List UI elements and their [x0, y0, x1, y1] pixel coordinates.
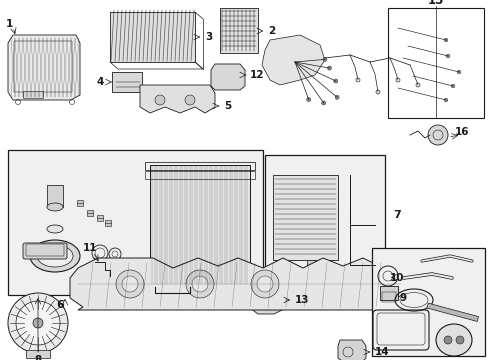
Bar: [379, 286, 397, 300]
Text: 1: 1: [5, 19, 13, 29]
Bar: [272, 175, 337, 260]
Text: 8: 8: [34, 355, 41, 360]
Circle shape: [443, 38, 447, 42]
Circle shape: [116, 270, 143, 298]
Circle shape: [185, 270, 214, 298]
Ellipse shape: [47, 203, 63, 211]
Text: 7: 7: [392, 210, 400, 220]
Bar: [381, 292, 395, 302]
Ellipse shape: [37, 245, 73, 267]
Circle shape: [322, 57, 326, 62]
Bar: [14, 41, 72, 92]
Circle shape: [333, 79, 337, 83]
Bar: [426, 303, 478, 321]
Polygon shape: [337, 340, 365, 360]
Text: 13: 13: [294, 295, 309, 305]
Circle shape: [122, 276, 138, 292]
Text: 11: 11: [82, 243, 97, 253]
Circle shape: [455, 336, 463, 344]
Text: 14: 14: [374, 347, 389, 357]
Circle shape: [334, 95, 339, 99]
Bar: [105, 220, 111, 226]
Circle shape: [8, 293, 68, 353]
Bar: [387, 8, 483, 118]
Bar: [97, 215, 103, 221]
Circle shape: [327, 66, 331, 70]
Bar: [77, 200, 83, 206]
Polygon shape: [140, 85, 215, 113]
Bar: [23, 91, 43, 98]
Bar: [264, 155, 384, 275]
Bar: [26, 350, 50, 358]
Polygon shape: [70, 258, 400, 310]
Circle shape: [306, 98, 310, 102]
Circle shape: [257, 276, 272, 292]
Text: 4: 4: [97, 77, 104, 87]
Text: 10: 10: [389, 273, 404, 283]
Bar: [306, 260, 314, 278]
Circle shape: [450, 84, 454, 88]
Circle shape: [33, 318, 43, 328]
Circle shape: [321, 101, 325, 105]
Bar: [145, 162, 254, 170]
Text: 9: 9: [399, 293, 407, 303]
Circle shape: [427, 125, 447, 145]
Ellipse shape: [47, 225, 63, 233]
Circle shape: [192, 276, 207, 292]
Bar: [281, 260, 288, 278]
Bar: [87, 210, 93, 216]
Bar: [220, 8, 258, 53]
Circle shape: [16, 301, 60, 345]
Circle shape: [445, 54, 449, 58]
Text: 6: 6: [56, 300, 64, 310]
Bar: [150, 165, 249, 285]
Ellipse shape: [435, 324, 471, 356]
Text: 3: 3: [204, 32, 212, 42]
FancyBboxPatch shape: [23, 243, 67, 259]
Ellipse shape: [30, 240, 80, 272]
Text: 12: 12: [249, 70, 264, 80]
Polygon shape: [262, 35, 325, 85]
Text: 2: 2: [267, 26, 275, 36]
Text: 15: 15: [427, 0, 443, 8]
Bar: [371, 248, 484, 356]
Bar: [145, 171, 254, 179]
Circle shape: [155, 95, 164, 105]
Circle shape: [250, 270, 279, 298]
Circle shape: [184, 95, 195, 105]
Polygon shape: [210, 64, 244, 90]
Circle shape: [443, 98, 447, 102]
Circle shape: [456, 70, 460, 74]
Circle shape: [443, 336, 451, 344]
Bar: [110, 12, 195, 62]
Polygon shape: [8, 35, 80, 100]
Bar: [47, 185, 63, 207]
Text: 5: 5: [224, 101, 231, 111]
Polygon shape: [249, 290, 282, 314]
Bar: [8, 150, 263, 295]
Text: 16: 16: [454, 127, 468, 137]
Bar: [112, 72, 142, 92]
